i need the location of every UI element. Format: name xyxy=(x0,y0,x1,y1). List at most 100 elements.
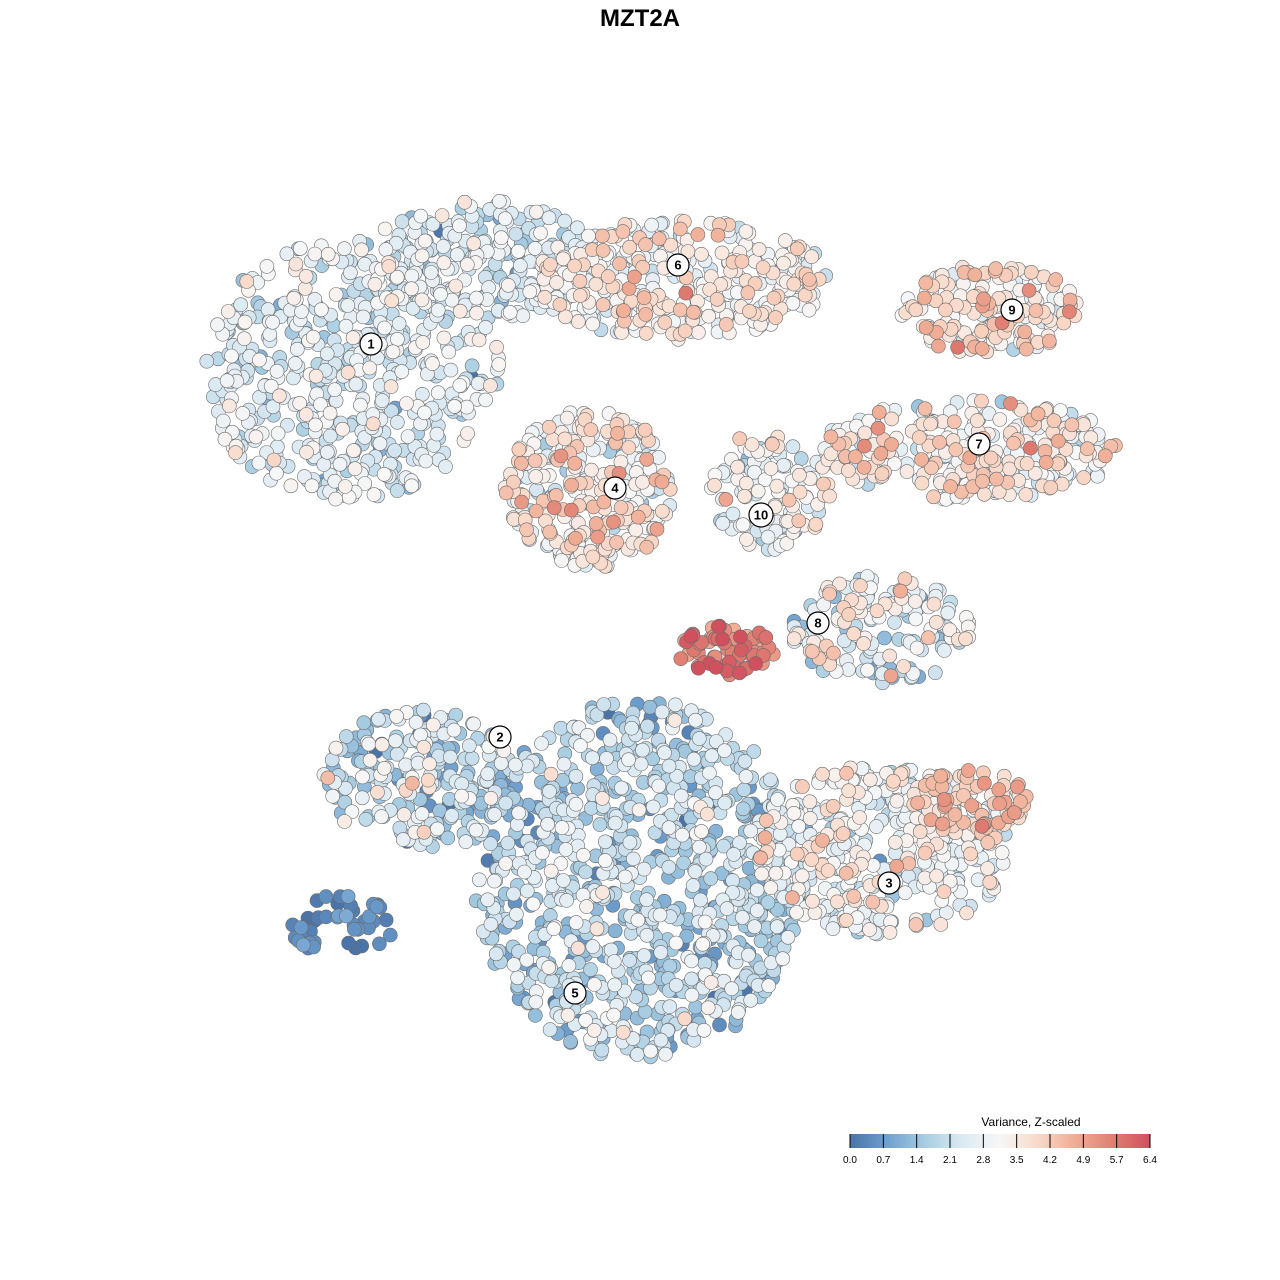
data-point xyxy=(583,962,598,977)
data-point xyxy=(846,626,862,642)
data-point xyxy=(775,951,791,967)
data-point xyxy=(567,455,583,471)
data-point xyxy=(508,226,524,242)
data-point xyxy=(298,407,314,422)
data-point xyxy=(487,873,502,889)
data-point xyxy=(544,973,560,989)
data-point xyxy=(933,917,949,932)
data-point xyxy=(820,863,836,878)
data-point xyxy=(691,731,707,746)
data-point xyxy=(887,834,903,850)
data-point xyxy=(744,437,760,452)
data-point xyxy=(585,939,601,954)
data-point xyxy=(822,586,837,602)
data-point xyxy=(708,660,724,675)
data-point xyxy=(219,373,235,389)
data-point xyxy=(381,259,397,274)
data-point xyxy=(780,929,796,945)
data-point xyxy=(354,938,370,954)
data-point xyxy=(387,443,402,458)
data-point xyxy=(649,521,665,537)
data-point xyxy=(404,281,419,297)
data-point xyxy=(266,452,282,468)
data-point xyxy=(581,228,596,244)
data-point xyxy=(339,908,354,924)
data-point xyxy=(885,773,901,789)
data-point xyxy=(305,329,321,345)
data-point xyxy=(712,1017,727,1033)
cluster-label-text: 8 xyxy=(814,616,821,631)
data-point xyxy=(488,946,504,962)
data-point xyxy=(332,456,348,472)
data-point xyxy=(638,325,654,341)
data-point xyxy=(466,716,481,732)
data-point xyxy=(579,899,594,914)
data-point xyxy=(760,529,776,545)
data-point xyxy=(785,439,801,455)
data-point xyxy=(398,757,414,773)
data-point xyxy=(404,478,420,494)
data-point xyxy=(525,896,541,912)
data-point xyxy=(299,444,314,460)
data-point xyxy=(519,522,534,538)
data-point xyxy=(615,224,631,239)
data-point xyxy=(471,332,487,348)
data-point xyxy=(926,596,942,612)
data-point xyxy=(354,790,370,806)
data-point xyxy=(715,631,730,647)
legend-tick-label: 2.1 xyxy=(943,1155,957,1166)
data-point xyxy=(674,827,690,843)
data-point xyxy=(328,287,344,302)
data-point xyxy=(873,446,889,461)
data-point xyxy=(239,274,255,289)
data-point xyxy=(974,393,989,409)
data-point xyxy=(548,488,564,503)
data-point xyxy=(714,245,730,261)
data-point xyxy=(269,465,284,481)
data-point xyxy=(374,393,390,408)
data-point xyxy=(636,290,652,306)
data-point xyxy=(621,440,637,455)
data-point xyxy=(316,457,332,472)
data-point xyxy=(882,925,898,940)
data-point xyxy=(356,715,372,731)
data-point xyxy=(288,256,304,272)
data-point xyxy=(667,713,683,728)
data-point xyxy=(1076,470,1091,485)
data-point xyxy=(537,289,553,305)
data-point xyxy=(586,1023,602,1038)
data-point xyxy=(917,845,933,861)
data-point xyxy=(585,750,600,766)
data-point xyxy=(542,1022,558,1037)
cluster-label-text: 6 xyxy=(674,258,681,273)
data-point xyxy=(413,208,429,224)
data-point xyxy=(540,816,556,832)
cluster-label-text: 7 xyxy=(975,437,982,452)
data-point xyxy=(893,583,908,599)
data-point xyxy=(710,227,726,243)
data-point xyxy=(621,752,636,768)
data-point xyxy=(786,276,802,292)
data-point xyxy=(388,733,403,749)
cluster-label-text: 3 xyxy=(885,876,892,891)
data-point xyxy=(366,487,382,502)
data-point xyxy=(781,492,797,508)
data-point xyxy=(222,398,237,414)
data-point xyxy=(704,748,720,764)
data-point xyxy=(338,729,354,744)
data-point xyxy=(613,500,629,515)
data-point xyxy=(805,893,820,909)
data-point xyxy=(751,242,767,257)
data-point xyxy=(931,338,946,354)
data-point xyxy=(928,614,944,630)
data-point xyxy=(497,211,513,226)
legend-colorbar xyxy=(850,1134,1150,1148)
data-point xyxy=(794,868,810,884)
data-point xyxy=(982,874,998,890)
data-point xyxy=(458,834,474,850)
data-point xyxy=(697,914,713,930)
data-point xyxy=(361,736,377,752)
data-point xyxy=(425,717,441,733)
data-point xyxy=(370,784,385,800)
data-point xyxy=(597,834,613,850)
